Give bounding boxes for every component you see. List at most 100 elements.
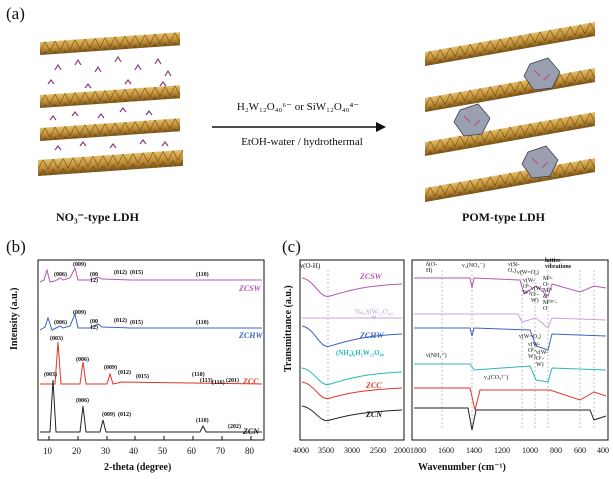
xrd-xtick: 50 [158, 446, 167, 456]
peak-label: (012) [114, 318, 127, 324]
arrow-bottom-label: EtOH-water / hydrothermal [241, 136, 363, 148]
ftir-series-label-na4siw12o40: Na₄SiW₁₂O₄₀ [355, 308, 393, 316]
xrd-series-label-zcn: ZCN [243, 427, 259, 436]
xrd-trace-zcc [40, 341, 263, 385]
pom-ldh-model [425, 22, 595, 202]
ftir-ylabel: Transmittance (a.u.) [283, 285, 294, 372]
ftir-series-label-zcn: ZCN [366, 410, 382, 419]
ftir-xtick: 1600 [438, 446, 454, 455]
peak-label: (015) [130, 270, 143, 276]
peak-label: (006) [76, 398, 89, 404]
xrd-series-label-zchw: ZCHW [239, 331, 263, 340]
arrow-head [376, 122, 386, 132]
ftir-xtick: 3500 [318, 446, 334, 455]
peak-label: (201) [226, 378, 239, 384]
peak-label: (202) [228, 424, 241, 430]
peak-label: (009) [102, 412, 115, 418]
ldh-layer [40, 32, 180, 55]
xrd-xtick: 30 [101, 446, 110, 456]
xrd-series-label-zcc: ZCC [243, 377, 259, 386]
ftir-right-traces [414, 277, 607, 431]
nitrate-ldh-caption: NO₃⁻-type LDH [56, 210, 139, 224]
annotation: ν(W-Oᵇ-W) [523, 278, 536, 296]
annotation: ν(W=Oₐ) [519, 334, 541, 340]
peak-label: (012) [114, 270, 127, 276]
ftir-xtick: 1000 [522, 446, 538, 455]
ftir-xlabel: Wavenumber (cm⁻¹) [418, 462, 506, 473]
pom-cluster [453, 57, 561, 179]
peak-label: (015) [130, 320, 143, 326]
annotation: ν(W-Oᵇ-W) [528, 342, 541, 360]
ftir-xtick: 2000 [394, 446, 410, 455]
peak-label: (116) [212, 380, 225, 386]
ftir-series-label-zcc: ZCC [366, 381, 382, 390]
xrd-xtick: 80 [245, 446, 254, 456]
xrd-xtick: 10 [43, 446, 52, 456]
peak-label: (009) [104, 365, 117, 371]
xrd-xlabel: 2-theta (degree) [104, 462, 172, 473]
ftir-series-label-zcsw: ZCSW [360, 272, 382, 281]
ftir-xtick: 600 [574, 446, 586, 455]
ftir-xtick: 400 [597, 446, 609, 455]
annotation: ν(W-Oᶜ-W) [531, 286, 544, 304]
xrd-plot-frame [37, 259, 265, 441]
peak-label: (113) [200, 378, 213, 384]
ftir-chart [299, 259, 609, 441]
ftir-left-traces [301, 277, 403, 422]
annotation: ν(W-Oᶜ-W) [536, 350, 549, 368]
peak-label: (006) [54, 320, 67, 326]
xrd-xtick: 20 [72, 446, 81, 456]
annotation: ν(Si-Oₐ) [508, 262, 520, 274]
peak-label: (00 12) [90, 272, 98, 284]
nitrate-anions [47, 55, 172, 151]
panel-b-label: (b) [6, 237, 26, 256]
peak-label: (00 12) [90, 319, 98, 331]
ldh-layer [425, 158, 595, 202]
xrd-series-label-zcsw: ZCSW [239, 284, 261, 293]
ftir-xtick: 800 [550, 446, 562, 455]
xrd-xtick: 60 [187, 446, 196, 456]
ftir-series-label-zchw: ZCHW [360, 331, 384, 340]
annotation: ν(NH₄⁺) [426, 353, 447, 359]
ftir-left-frame [299, 259, 405, 441]
pom-ldh-caption: POM-type LDH [462, 210, 545, 224]
ldh-layer [38, 149, 183, 176]
peak-label: (110) [192, 372, 205, 378]
peak-label: (009) [73, 310, 86, 316]
xrd-trace-zchw [39, 312, 262, 331]
ftir-xtick: 1400 [466, 446, 482, 455]
xrd-x-ticks [48, 436, 252, 440]
ldh-layer [425, 22, 595, 66]
ftir-annotation-oh-stretch: ν(O-H) [300, 262, 321, 270]
panel-a-illustration [38, 22, 595, 202]
ldh-layer [40, 118, 180, 141]
peak-label: (003) [44, 372, 57, 378]
ftir-series-label-nh4-h2w12o40: (NH₄)₆H₂W₁₂O₄₀ [336, 349, 384, 357]
peak-label: (012) [118, 370, 131, 376]
annotation: Mᴵᴵ-O-Mᴵᴵᴵ & Mᴵᴵᴵᴵ’-O [543, 276, 558, 312]
peak-label: (015) [136, 374, 149, 380]
ldh-layer [425, 112, 595, 156]
annotation: ν(W=Oₐ) [517, 270, 539, 276]
ftir-right-frame [411, 259, 609, 441]
ftir-xtick: 2500 [370, 446, 386, 455]
xrd-trace-zcn [40, 379, 262, 433]
panel-c-label: (c) [282, 237, 301, 256]
annotation: ν₃(CO₃²⁻) [484, 375, 509, 381]
ftir-xtick: 1200 [494, 446, 510, 455]
xrd-trace-zcsw [39, 266, 262, 283]
xrd-chart [37, 259, 265, 441]
xrd-xtick: 40 [129, 446, 138, 456]
xrd-xtick: 70 [216, 446, 225, 456]
peak-label: (003) [50, 336, 63, 342]
peak-label: (110) [196, 272, 209, 278]
panel-a-label: (a) [6, 4, 25, 23]
peak-label: (006) [54, 272, 67, 278]
xrd-ylabel: Intensity (a.u.) [9, 287, 20, 350]
arrow-top-label: H₂W₁₂O₄₀⁶⁻ or SiW₁₂O₄₀⁴⁻ [236, 101, 360, 113]
ldh-layer [40, 85, 180, 108]
annotation: lattice vibrations [545, 258, 572, 270]
annotation: δ(O-H) [426, 262, 438, 274]
peak-label: (110) [196, 418, 209, 424]
ftir-xtick: 1800 [410, 446, 426, 455]
